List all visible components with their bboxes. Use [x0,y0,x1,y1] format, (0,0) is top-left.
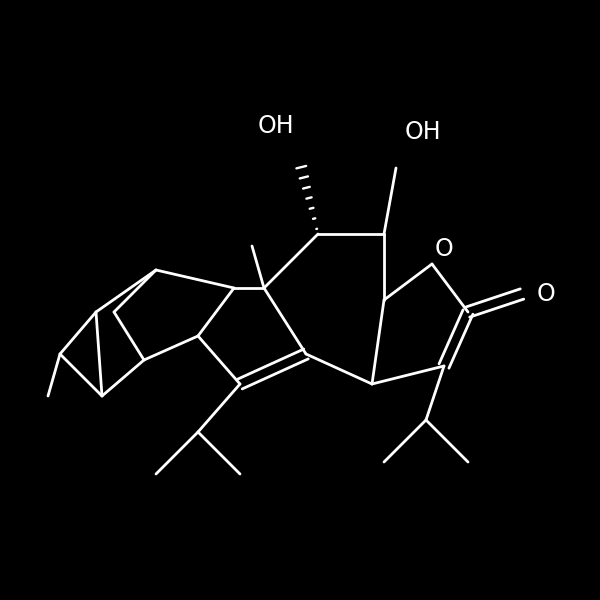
Text: O: O [536,282,556,306]
Text: O: O [434,237,454,261]
Text: OH: OH [404,120,442,144]
Text: OH: OH [257,114,295,138]
